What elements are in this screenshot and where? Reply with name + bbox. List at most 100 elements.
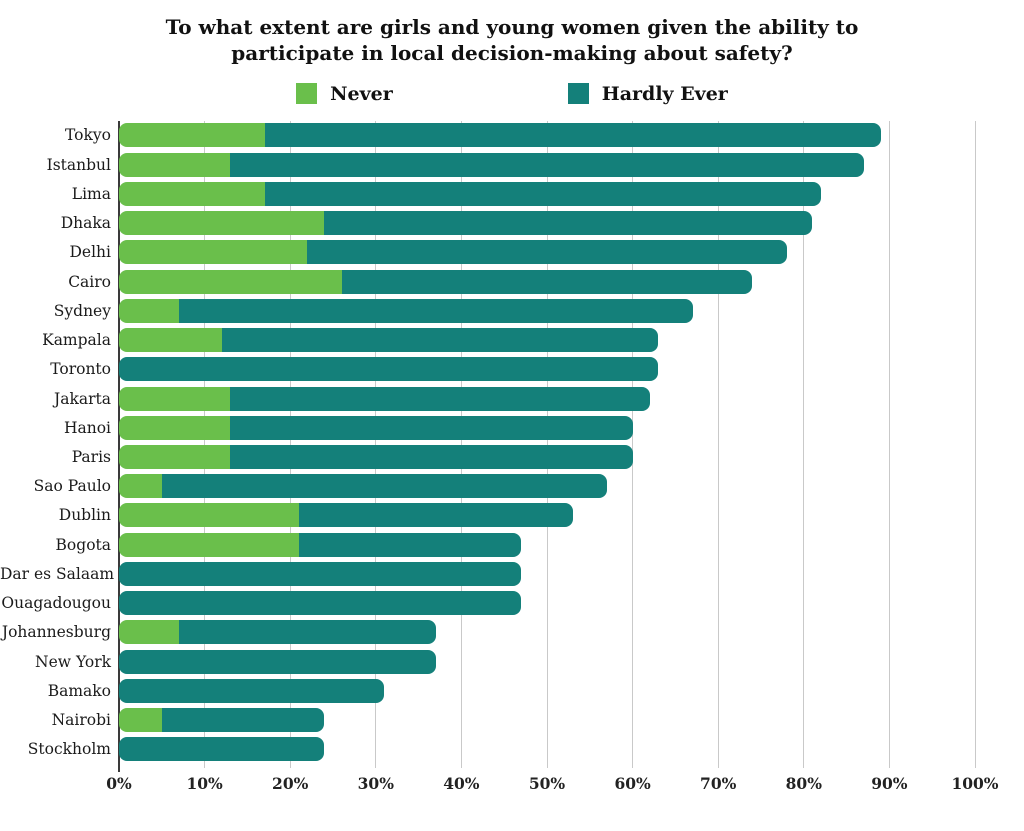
bar-segment-hardly-ever (119, 357, 659, 382)
bar-track (119, 444, 975, 469)
chart-row: Sao Paulo (0, 472, 1024, 501)
bar-segment-hardly-ever (298, 532, 522, 557)
bar-segment-never (119, 444, 231, 469)
x-tick-label: 0% (106, 773, 132, 793)
x-tick-label: 80% (785, 773, 822, 793)
chart-row: Delhi (0, 238, 1024, 267)
legend-swatch-never (296, 83, 318, 105)
x-tick-label: 30% (357, 773, 394, 793)
bar-segment-never (119, 240, 308, 265)
row-label: Bogota (55, 535, 111, 554)
row-label: Johannesburg (1, 623, 111, 642)
legend-label-hardly-ever: Hardly Ever (601, 82, 728, 105)
x-tick-label: 100% (951, 773, 999, 793)
legend-item-never: Never (296, 83, 393, 105)
bar-track (119, 591, 975, 616)
bar-segment-hardly-ever (324, 211, 813, 236)
page-title: To what extent are girls and young women… (165, 15, 859, 66)
bar-track (119, 708, 975, 733)
row-label: Dublin (58, 506, 111, 525)
bar-track (119, 240, 975, 265)
bar-segment-never (119, 620, 179, 645)
bar-segment-hardly-ever (298, 503, 573, 528)
x-axis: 0% 10% 20% 30% 40% 50% 60% 70% 80% 90% 100% (106, 764, 998, 800)
bar-segment-hardly-ever (119, 649, 436, 674)
chart-row: Johannesburg (0, 618, 1024, 647)
bar-segment-hardly-ever (307, 240, 787, 265)
chart-row: Kampala (0, 325, 1024, 354)
bar-track (119, 298, 975, 323)
row-label: Sao Paulo (33, 477, 111, 496)
bar-segment-hardly-ever (264, 123, 881, 148)
chart-row: Hanoi (0, 413, 1024, 442)
bar-segment-never (119, 328, 222, 353)
legend-item-hardly-ever: Hardly Ever (567, 82, 728, 105)
chart-row: Ouagadougou (0, 589, 1024, 618)
row-label: Stockholm (27, 740, 111, 759)
bar-track (119, 211, 975, 236)
bar-segment-hardly-ever (119, 561, 522, 586)
row-label: Nairobi (51, 711, 111, 730)
chart-row: Dhaka (0, 208, 1024, 237)
bar-track (119, 737, 975, 762)
bar-segment-never (119, 474, 162, 499)
x-tick-label: 10% (186, 773, 223, 793)
chart-row: Dublin (0, 501, 1024, 530)
bar-segment-never (119, 211, 325, 236)
bar-segment-hardly-ever (230, 152, 864, 177)
bar-segment-hardly-ever (230, 386, 650, 411)
row-label: Istanbul (46, 155, 111, 174)
bar-track (119, 415, 975, 440)
bar-track (119, 620, 975, 645)
bar-segment-hardly-ever (264, 181, 821, 206)
row-label: Dhaka (60, 214, 111, 233)
bar-segment-hardly-ever (161, 474, 607, 499)
chart-row: Cairo (0, 267, 1024, 296)
bar-segment-hardly-ever (119, 678, 385, 703)
bar-segment-never (119, 708, 162, 733)
row-label: Kampala (42, 331, 111, 350)
bar-segment-hardly-ever (119, 591, 522, 616)
bar-track (119, 678, 975, 703)
x-tick-label: 60% (614, 773, 651, 793)
chart-row: Istanbul (0, 150, 1024, 179)
x-tick-label: 50% (528, 773, 566, 793)
bar-segment-never (119, 181, 265, 206)
bar-segment-never (119, 532, 299, 557)
bar-segment-never (119, 415, 231, 440)
chart: Tokyo Istanbul Lima Dhaka Delhi Cairo Sydney Ka… (0, 120, 1024, 800)
bar-segment-hardly-ever (230, 444, 633, 469)
bar-track (119, 649, 975, 674)
x-tick-label: 90% (871, 773, 908, 793)
row-label: Paris (71, 447, 111, 466)
bar-track (119, 269, 975, 294)
row-label: Ouagadougou (1, 594, 111, 613)
bar-segment-hardly-ever (230, 415, 633, 440)
bar-segment-never (119, 503, 299, 528)
chart-row: Tokyo (0, 121, 1024, 150)
row-label: Jakarta (54, 389, 111, 408)
bar-track (119, 123, 975, 148)
chart-row: Toronto (0, 355, 1024, 384)
x-tick-label: 70% (700, 773, 737, 793)
row-label: New York (35, 652, 111, 671)
row-label: Tokyo (65, 126, 111, 145)
bar-track (119, 474, 975, 499)
row-label: Hanoi (63, 418, 111, 437)
row-label: Delhi (69, 243, 112, 262)
bar-segment-hardly-ever (119, 737, 325, 762)
bar-track (119, 181, 975, 206)
row-label: Cairo (68, 272, 111, 291)
chart-row: New York (0, 647, 1024, 676)
bar-track (119, 357, 975, 382)
bar-track (119, 328, 975, 353)
legend-label-never: Never (330, 82, 393, 105)
legend: Never Hardly Ever (0, 83, 1024, 105)
row-label: Bamako (47, 681, 111, 700)
row-label: Dar es Salaam (0, 564, 115, 583)
bar-segment-never (119, 123, 265, 148)
bar-segment-hardly-ever (178, 620, 436, 645)
bar-segment-hardly-ever (161, 708, 325, 733)
bar-segment-never (119, 269, 342, 294)
chart-row: Bogota (0, 530, 1024, 559)
